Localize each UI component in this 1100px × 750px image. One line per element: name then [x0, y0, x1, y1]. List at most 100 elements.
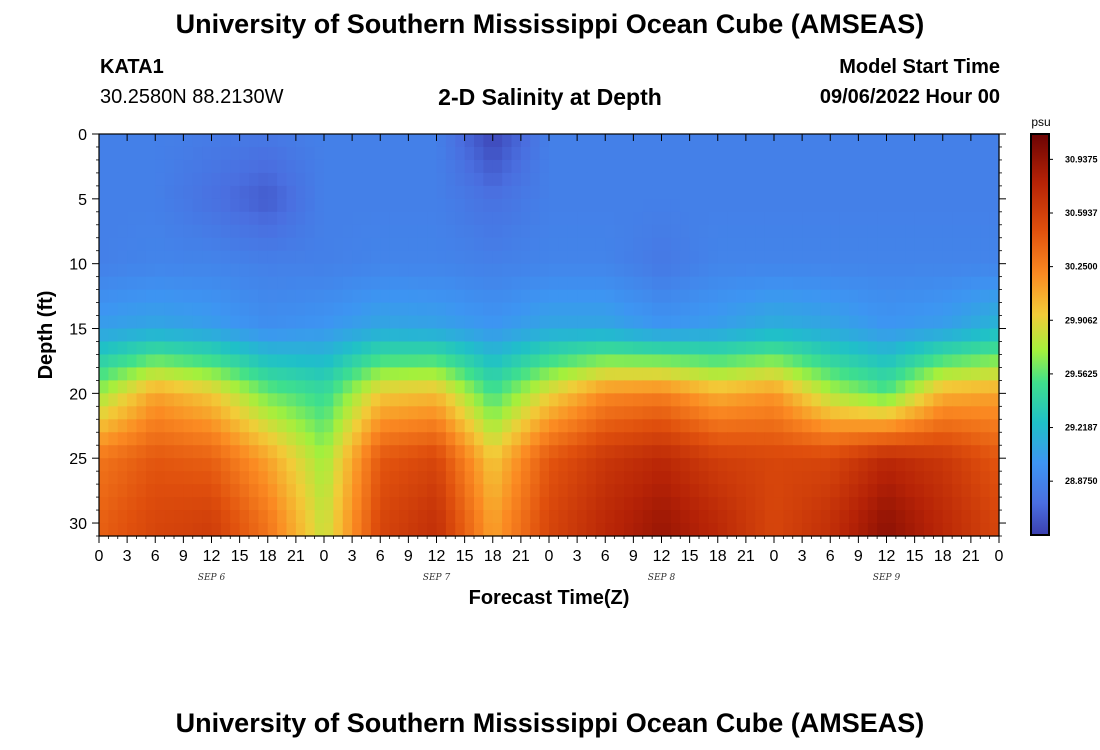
heatmap-cell [642, 341, 653, 356]
heatmap-cell [399, 497, 409, 511]
heatmap-cell [445, 393, 456, 407]
heatmap-cell [905, 393, 916, 407]
heatmap-cell [549, 289, 559, 304]
heatmap-cell [492, 172, 503, 187]
heatmap-cell [849, 159, 859, 174]
heatmap-cell [286, 250, 297, 265]
heatmap-cell [642, 237, 653, 252]
heatmap-cell [370, 471, 381, 485]
heatmap-cell [530, 224, 541, 239]
heatmap-cell [745, 146, 756, 161]
colorbar [1030, 133, 1050, 536]
heatmap-cell [745, 354, 756, 369]
x-tick-label: 6 [826, 548, 835, 565]
heatmap-cell [924, 393, 934, 407]
heatmap-cell [774, 198, 784, 213]
heatmap-cell [745, 432, 756, 446]
heatmap-cell [464, 250, 475, 265]
heatmap-cell [914, 263, 925, 278]
heatmap-cell [642, 198, 653, 213]
heatmap-cell [820, 432, 831, 446]
heatmap-cell [127, 458, 138, 472]
heatmap-cell [239, 341, 250, 356]
heatmap-cell [830, 393, 841, 407]
heatmap-cell [324, 458, 334, 472]
x-day-label: SEP 7 [423, 573, 451, 583]
heatmap-cell [802, 302, 813, 317]
heatmap-cell [755, 328, 766, 343]
heatmap-cell [164, 432, 175, 446]
heatmap-cell [595, 237, 606, 252]
heatmap-cell [174, 354, 184, 369]
heatmap-cell [389, 146, 400, 161]
heatmap-cell [192, 484, 203, 498]
heatmap-cell [183, 393, 194, 407]
heatmap-cell [642, 432, 653, 446]
heatmap-cell [811, 354, 822, 369]
heatmap-cell [989, 458, 1000, 472]
heatmap-cell [295, 185, 306, 200]
heatmap-cell [717, 146, 728, 161]
heatmap-cell [633, 250, 644, 265]
x-tick-label: 0 [995, 548, 1004, 565]
heatmap-cell [567, 523, 578, 537]
heatmap-cell [989, 224, 1000, 239]
heatmap-cell [370, 406, 381, 420]
heatmap-cell [136, 510, 147, 524]
heatmap-cell [427, 367, 438, 381]
heatmap-cell [417, 523, 428, 537]
heatmap-cell [802, 172, 813, 187]
heatmap-cell [464, 341, 475, 356]
heatmap-cell [408, 237, 419, 252]
heatmap-cell [464, 198, 475, 213]
heatmap-cell [717, 341, 728, 356]
heatmap-cell [699, 237, 709, 252]
heatmap-cell [933, 445, 944, 459]
heatmap-cell [445, 159, 456, 174]
heatmap-cell [858, 328, 869, 343]
heatmap-cell [633, 406, 644, 420]
heatmap-cell [764, 302, 775, 317]
heatmap-cell [839, 276, 850, 291]
heatmap-cell [670, 354, 681, 369]
heatmap-cell [792, 419, 803, 433]
heatmap-cell [530, 134, 541, 148]
heatmap-cell [361, 315, 372, 330]
heatmap-cell [352, 198, 363, 213]
heatmap-cell [633, 276, 644, 291]
heatmap-cell [239, 185, 250, 200]
heatmap-cell [989, 471, 1000, 485]
heatmap-cell [464, 497, 475, 511]
heatmap-cell [642, 523, 653, 537]
heatmap-cell [727, 159, 738, 174]
heatmap-cell [755, 458, 766, 472]
heatmap-cell [211, 134, 222, 148]
heatmap-cell [680, 289, 691, 304]
heatmap-cell [849, 341, 859, 356]
heatmap-cell [970, 354, 981, 369]
heatmap-cell [858, 198, 869, 213]
heatmap-cell [895, 419, 906, 433]
heatmap-cell [295, 341, 306, 356]
heatmap-cell [708, 263, 719, 278]
heatmap-cell [511, 380, 522, 394]
heatmap-cell [539, 484, 550, 498]
heatmap-cell [952, 380, 963, 394]
heatmap-cell [783, 497, 794, 511]
heatmap-cell [117, 211, 128, 226]
heatmap-cell [211, 328, 222, 343]
heatmap-cell [820, 484, 831, 498]
heatmap-cell [989, 146, 1000, 161]
heatmap-cell [858, 367, 869, 381]
heatmap-cell [933, 393, 944, 407]
station-coordinates: 30.2580N 88.2130W [100, 86, 284, 108]
heatmap-cell [633, 445, 644, 459]
heatmap-cell [858, 276, 869, 291]
heatmap-cell [249, 134, 259, 148]
heatmap-cell [417, 289, 428, 304]
heatmap-cell [464, 289, 475, 304]
heatmap-cell [567, 289, 578, 304]
heatmap-cell [670, 393, 681, 407]
heatmap-cell [502, 224, 513, 239]
heatmap-cell [811, 289, 822, 304]
